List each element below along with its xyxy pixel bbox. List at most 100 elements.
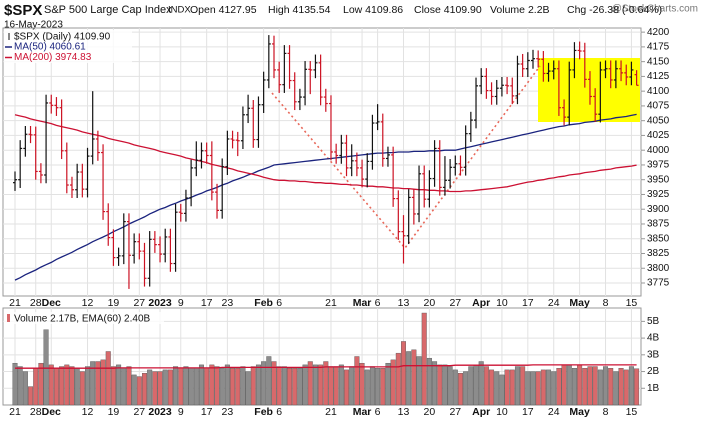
y-tick-label: 4000 <box>647 145 670 156</box>
volume-bar <box>48 364 54 406</box>
volume-bar <box>375 368 381 406</box>
x-tick-label: 17 <box>201 406 213 418</box>
x-tick-label: 15 <box>626 406 638 418</box>
volume-bar <box>22 371 28 406</box>
x-tick-label: Apr <box>472 406 490 418</box>
volume-bar <box>437 364 443 406</box>
volume-bar <box>463 371 469 406</box>
x-tick-label: Apr <box>472 297 490 309</box>
volume-bar <box>110 366 116 406</box>
y-tick-label: 4050 <box>647 115 670 126</box>
y-tick-label: 3925 <box>647 189 670 200</box>
x-tick-label: 17 <box>522 297 534 309</box>
y-tick-label: 4075 <box>647 101 670 112</box>
x-tick-label: 19 <box>108 406 120 418</box>
volume-bar <box>198 364 204 406</box>
volume-bar <box>597 369 603 406</box>
x-tick-label: 15 <box>626 297 638 309</box>
volume-bar <box>421 312 427 406</box>
y-tick-label: 4200 <box>647 27 670 38</box>
volume-bar <box>281 366 287 406</box>
volume-bar <box>53 368 59 406</box>
volume-bar <box>608 368 614 406</box>
y-tick-label: 5B <box>647 316 660 327</box>
x-tick-label: 21 <box>325 297 337 309</box>
x-tick-label: 28 <box>30 406 42 418</box>
volume-bar <box>59 366 65 406</box>
x-tick-label: 13 <box>398 406 410 418</box>
x-tick-label: 28 <box>30 297 42 309</box>
volume-bar <box>577 364 583 406</box>
volume-bar <box>483 366 489 406</box>
volume-bar <box>141 373 147 406</box>
volume-bar <box>442 364 448 406</box>
x-tick-label: 27 <box>449 406 461 418</box>
volume-bar <box>504 369 510 406</box>
volume-bar <box>499 374 505 406</box>
volume-bar <box>312 364 318 406</box>
legend-label: MA(50) 4060.61 <box>14 42 86 53</box>
volume-bar <box>364 369 370 406</box>
volume-bar <box>359 362 365 406</box>
x-tick-label: 2023 <box>148 406 172 418</box>
volume-bar <box>69 366 75 406</box>
volume-bar <box>509 369 515 406</box>
volume-bar <box>333 366 339 406</box>
x-tick-label: 12 <box>82 297 94 309</box>
x-tick-label: 27 <box>449 297 461 309</box>
volume-bar <box>369 366 375 406</box>
volume-bar <box>473 364 479 406</box>
y-tick-label: 4125 <box>647 71 670 82</box>
volume-bar <box>266 356 272 406</box>
volume-bar <box>525 371 531 406</box>
volume-bar <box>297 368 303 406</box>
volume-bar <box>121 368 127 406</box>
volume-bar <box>245 371 251 406</box>
volume-bar <box>126 366 132 406</box>
volume-bar <box>561 364 567 406</box>
quote-item: Open 4127.95 <box>190 4 257 16</box>
volume-bar <box>540 369 546 406</box>
volume-bar <box>618 368 624 406</box>
volume-bar <box>183 366 189 406</box>
volume-bar <box>556 368 562 406</box>
x-tick-label: 12 <box>82 406 94 418</box>
x-tick-label: 9 <box>178 297 184 309</box>
volume-bar <box>302 364 308 406</box>
volume-bar <box>634 368 640 406</box>
volume-bar <box>457 373 463 406</box>
price-panel <box>2 27 642 297</box>
volume-bar <box>28 386 34 406</box>
volume-bar <box>173 366 179 406</box>
volume-bar <box>209 364 215 406</box>
y-tick-label: 1B <box>647 383 660 394</box>
x-tick-label: 10 <box>496 297 508 309</box>
volume-bar <box>416 356 422 406</box>
x-tick-label: 21 <box>325 406 337 418</box>
volume-bar <box>167 369 173 406</box>
volume-bar <box>566 364 572 406</box>
watermark: @StockCharts.com <box>612 4 698 15</box>
quote-item: Chg -26.38 (-0.64%) <box>567 4 662 16</box>
volume-bar <box>147 369 153 406</box>
y-tick-label: 3825 <box>647 248 670 259</box>
volume-bar <box>157 371 163 406</box>
volume-bar <box>535 371 541 406</box>
x-tick-label: 23 <box>222 406 234 418</box>
volume-bar <box>162 369 168 406</box>
volume-bar <box>131 374 137 406</box>
volume-bar <box>494 371 500 406</box>
volume-bar <box>193 368 199 406</box>
volume-bar <box>571 368 577 406</box>
x-tick-label: Feb <box>254 297 273 309</box>
trend-lines <box>271 65 541 250</box>
x-tick-label: Feb <box>254 406 273 418</box>
volume-bar <box>385 362 391 406</box>
volume-bar <box>178 368 184 406</box>
volume-bar <box>214 366 220 406</box>
x-tick-label: 6 <box>276 297 282 309</box>
y-tick-label: 4025 <box>647 130 670 141</box>
volume-bar <box>64 364 70 406</box>
x-tick-label: May <box>569 297 590 309</box>
